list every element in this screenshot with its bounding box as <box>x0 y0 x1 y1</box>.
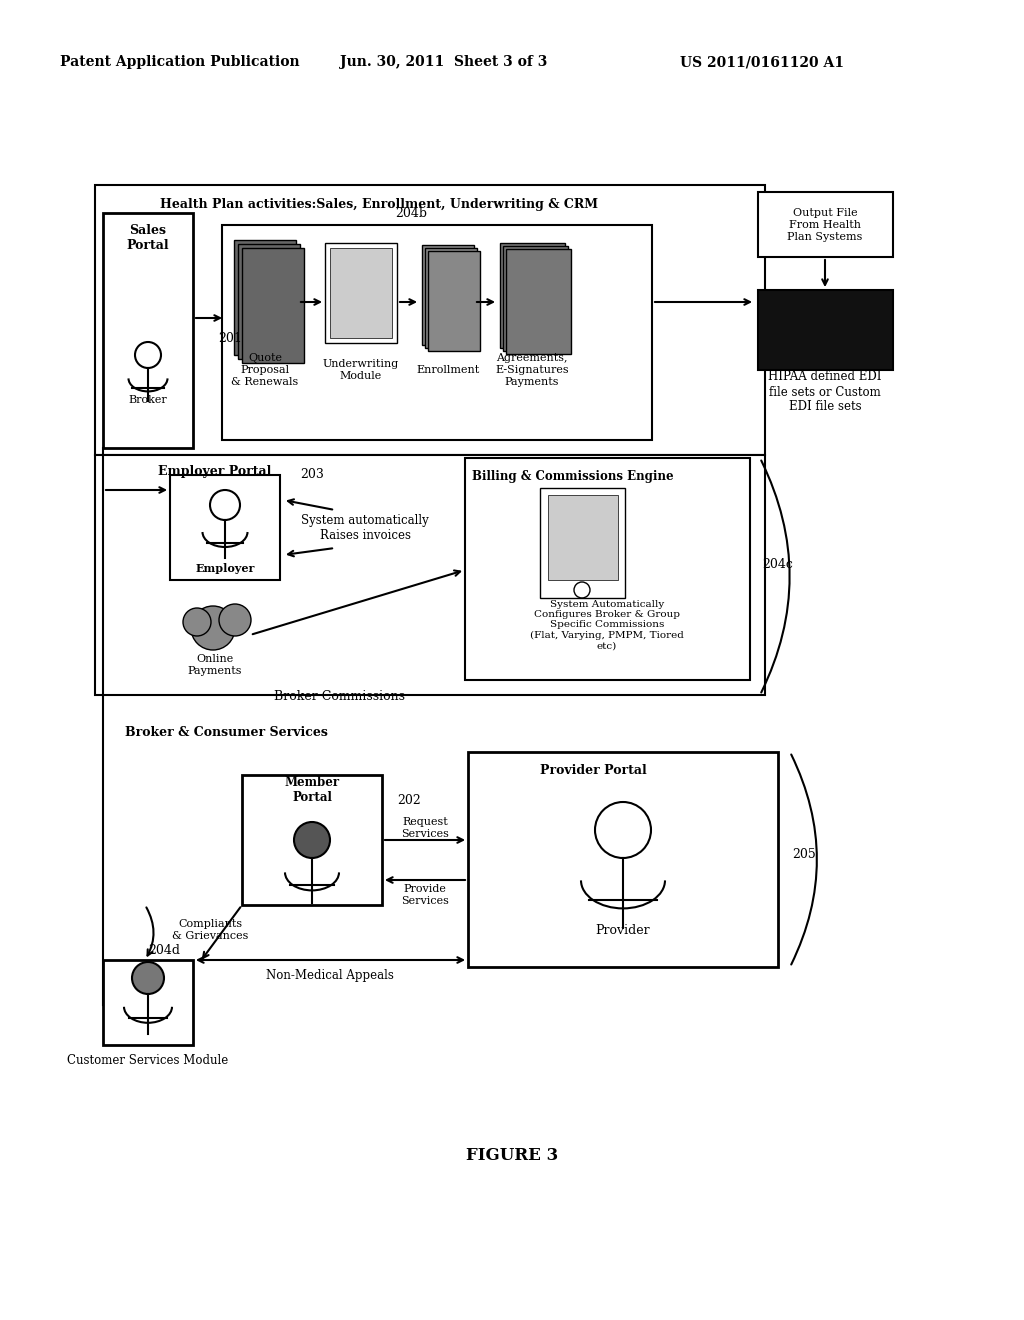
Bar <box>468 752 778 968</box>
Text: Compliants
& Grievances: Compliants & Grievances <box>172 919 248 941</box>
Text: Non-Medical Appeals: Non-Medical Appeals <box>266 969 394 982</box>
Text: Broker & Consumer Services: Broker & Consumer Services <box>125 726 328 738</box>
Text: System Automatically
Configures Broker & Group
Specific Commissions
(Flat, Varyi: System Automatically Configures Broker &… <box>530 599 684 651</box>
Bar <box>540 488 625 598</box>
Bar <box>325 243 397 343</box>
Bar <box>103 960 193 1045</box>
Bar <box>242 248 304 363</box>
Text: Customer Services Module: Customer Services Module <box>68 1053 228 1067</box>
Bar <box>425 248 477 348</box>
Text: Output File
From Health
Plan Systems: Output File From Health Plan Systems <box>787 209 862 242</box>
Text: Sales
Portal: Sales Portal <box>127 224 169 252</box>
Text: 201: 201 <box>218 331 242 345</box>
Circle shape <box>219 605 251 636</box>
Text: Patent Application Publication: Patent Application Publication <box>60 55 300 69</box>
Text: Broker Commissions: Broker Commissions <box>274 690 406 704</box>
Bar <box>95 455 765 696</box>
Text: 205: 205 <box>792 849 816 862</box>
Text: Underwriting
Module: Underwriting Module <box>323 359 399 380</box>
Bar <box>465 458 750 680</box>
Text: Provide
Services: Provide Services <box>401 884 449 906</box>
Text: HIPAA defined EDI
file sets or Custom
EDI file sets: HIPAA defined EDI file sets or Custom ED… <box>768 371 882 413</box>
Bar <box>758 290 893 370</box>
Circle shape <box>183 609 211 636</box>
Text: Online
Payments: Online Payments <box>187 655 243 676</box>
Text: Broker: Broker <box>129 395 167 405</box>
Bar <box>330 248 392 338</box>
Bar <box>222 224 652 440</box>
Bar <box>234 240 296 355</box>
Bar <box>500 243 565 348</box>
Circle shape <box>294 822 330 858</box>
Circle shape <box>135 342 161 368</box>
Bar <box>422 246 474 345</box>
Bar <box>506 249 571 354</box>
Text: 204d: 204d <box>148 944 180 957</box>
Text: Employer: Employer <box>196 562 255 573</box>
Text: Request
Services: Request Services <box>401 817 449 838</box>
Text: Billing & Commissions Engine: Billing & Commissions Engine <box>472 470 674 483</box>
Circle shape <box>191 606 234 649</box>
Text: Agreements,
E-Signatures
Payments: Agreements, E-Signatures Payments <box>496 354 568 387</box>
Bar <box>428 251 480 351</box>
Text: 202: 202 <box>397 793 421 807</box>
Text: Jun. 30, 2011  Sheet 3 of 3: Jun. 30, 2011 Sheet 3 of 3 <box>340 55 548 69</box>
Circle shape <box>595 803 651 858</box>
Bar <box>548 495 618 579</box>
Bar <box>242 775 382 906</box>
Bar <box>238 244 300 359</box>
Text: US 2011/0161120 A1: US 2011/0161120 A1 <box>680 55 844 69</box>
Text: Health Plan activities:Sales, Enrollment, Underwriting & CRM: Health Plan activities:Sales, Enrollment… <box>160 198 598 211</box>
Text: Quote
Proposal
& Renewals: Quote Proposal & Renewals <box>231 354 299 387</box>
Text: System automatically
Raises invoices: System automatically Raises invoices <box>301 513 429 543</box>
Circle shape <box>132 962 164 994</box>
Text: Employer Portal: Employer Portal <box>158 465 271 478</box>
Bar <box>170 475 280 579</box>
Text: 203: 203 <box>300 467 324 480</box>
Text: Provider: Provider <box>596 924 650 936</box>
Bar <box>103 213 193 447</box>
Text: Provider Portal: Provider Portal <box>540 764 647 777</box>
Bar <box>503 246 568 351</box>
Text: 204c: 204c <box>762 558 793 572</box>
Text: Member
Portal: Member Portal <box>285 776 340 804</box>
Circle shape <box>210 490 240 520</box>
Text: 204b: 204b <box>395 207 427 220</box>
Bar <box>95 185 765 455</box>
Text: Enrollment: Enrollment <box>417 366 479 375</box>
Text: FIGURE 3: FIGURE 3 <box>466 1147 558 1163</box>
Bar <box>758 191 893 257</box>
